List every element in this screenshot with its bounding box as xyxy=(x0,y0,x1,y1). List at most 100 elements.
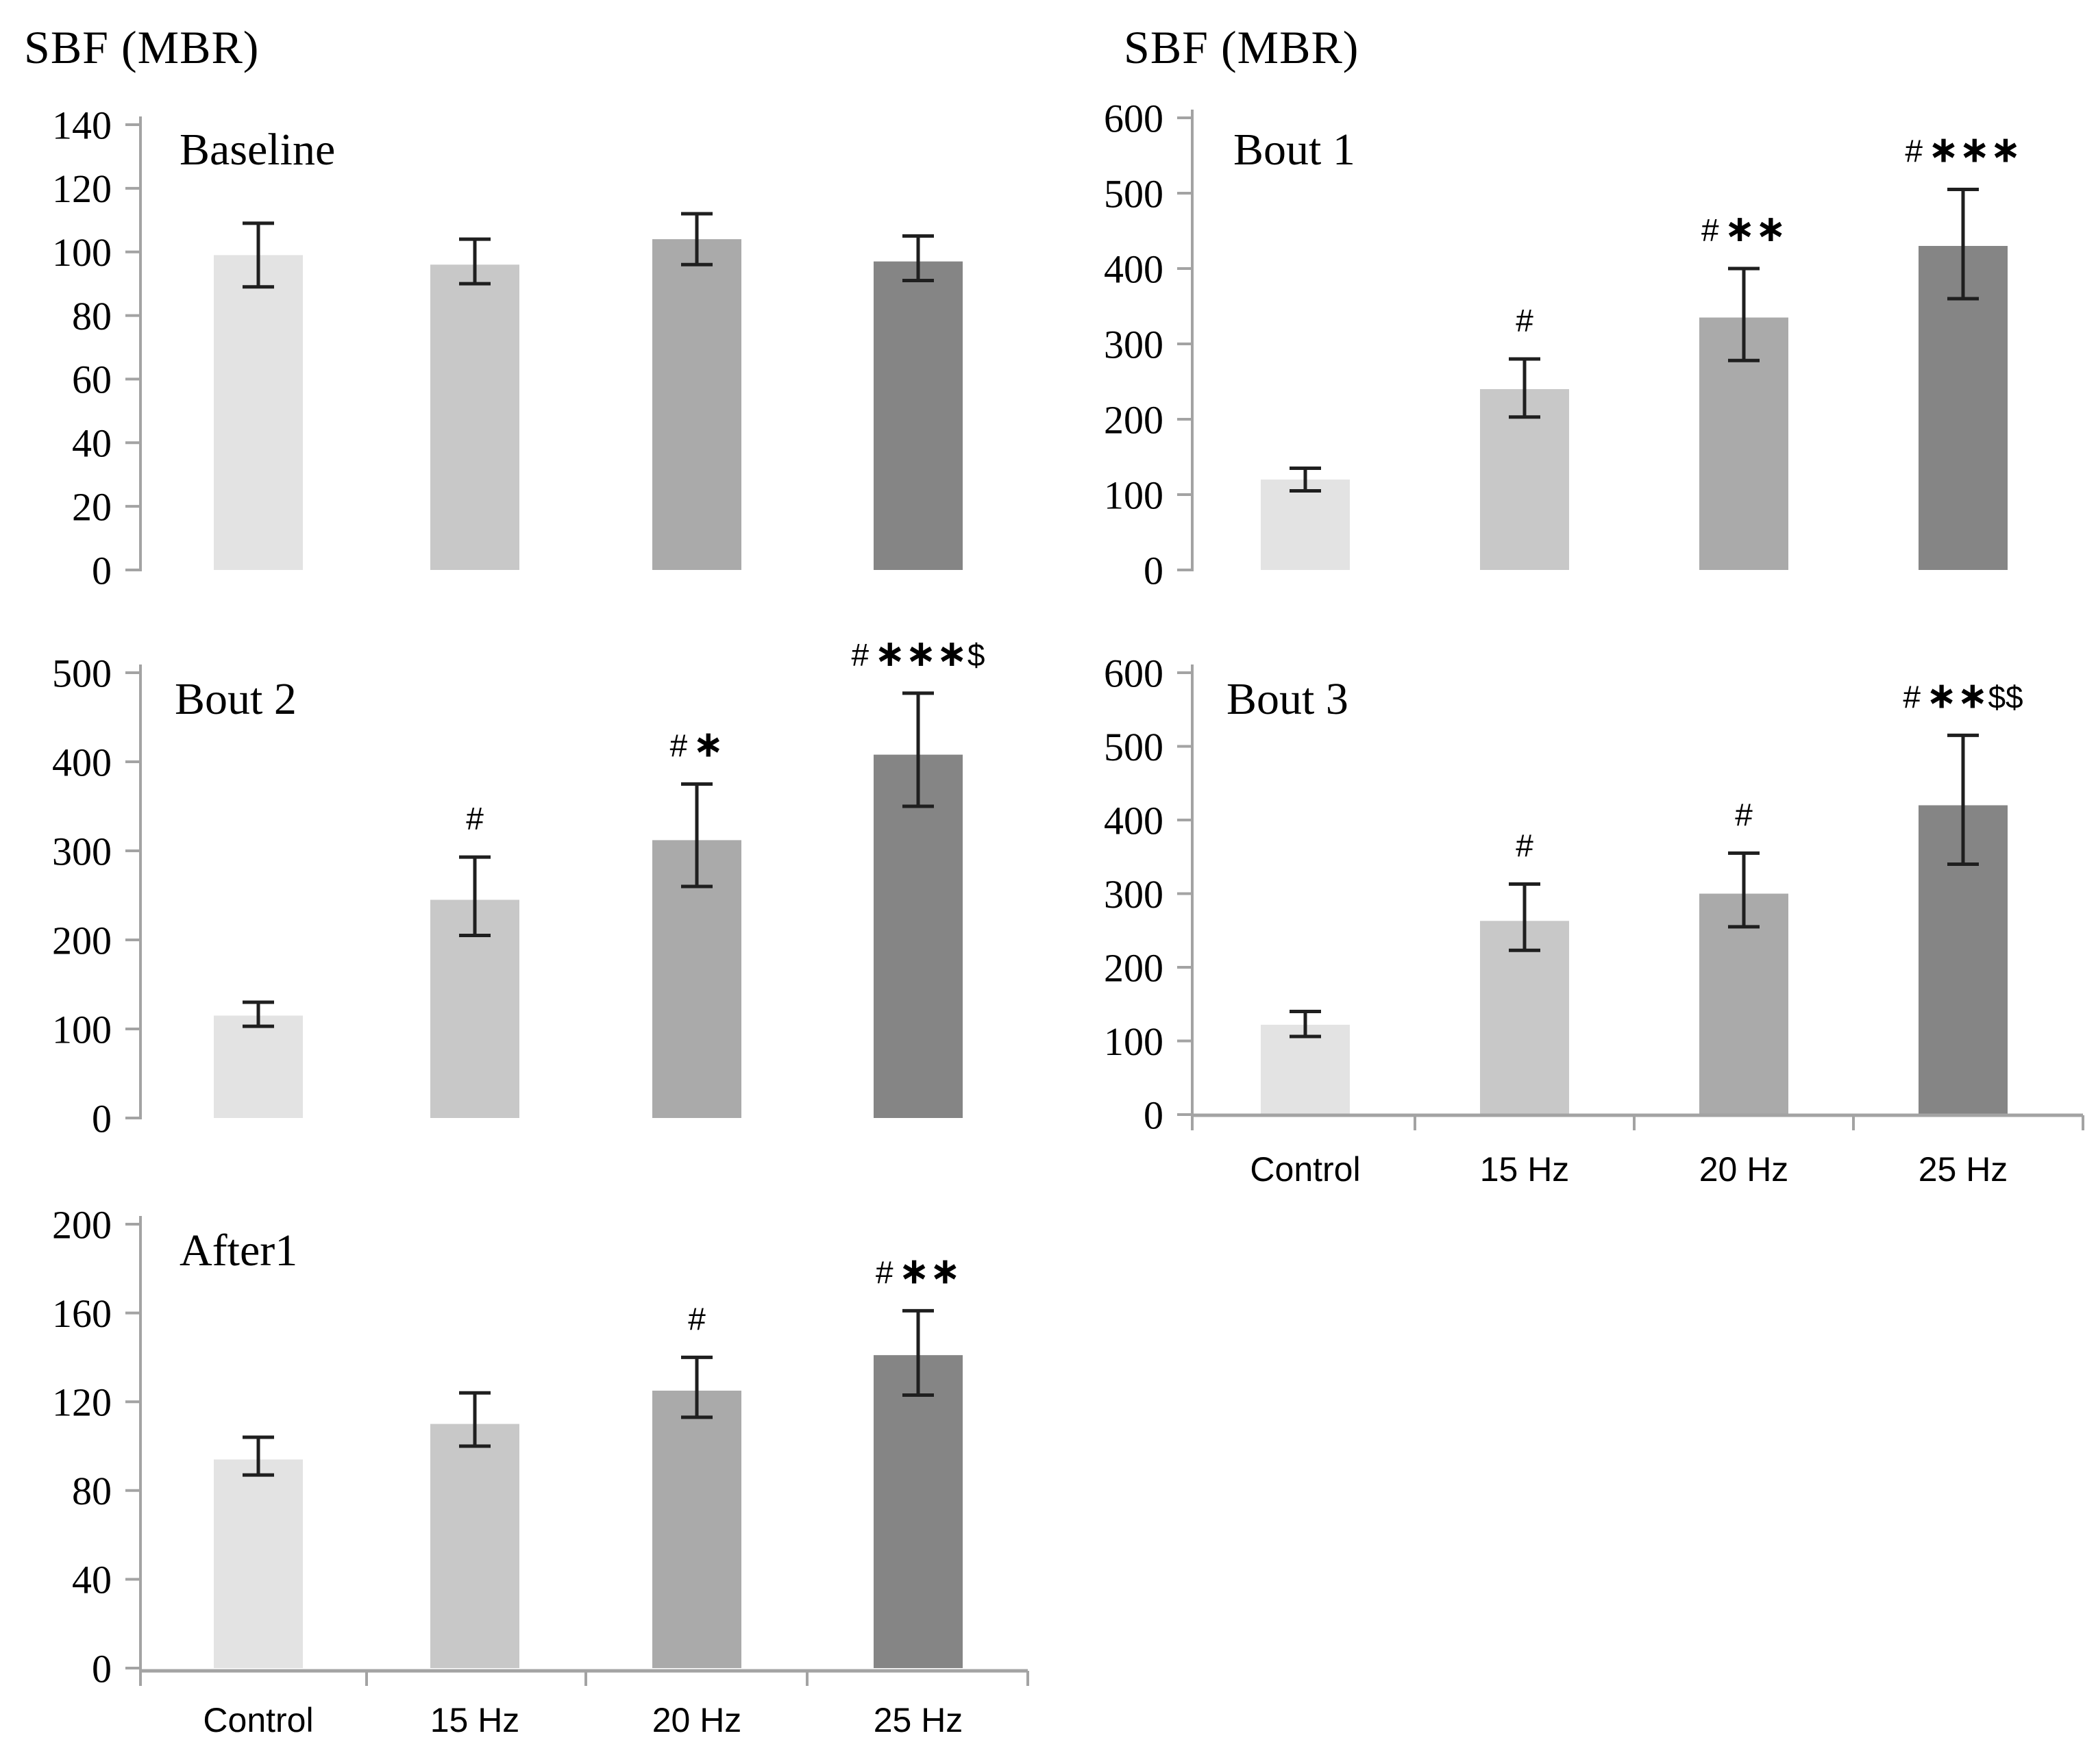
x-category-label: 20 Hz xyxy=(652,1701,742,1739)
y-tick-label: 160 xyxy=(52,1291,112,1336)
panel-title: After1 xyxy=(180,1226,297,1276)
significance-annotation: # ∗∗∗$ xyxy=(852,632,985,675)
error-bar xyxy=(459,237,491,286)
y-tick-label: 300 xyxy=(1104,322,1163,367)
y-axis-unit-label-right: SBF (MBR) xyxy=(1124,21,1359,73)
bar-20hz xyxy=(1699,893,1788,1115)
y-tick-label: 200 xyxy=(1104,945,1163,990)
y-tick-label: 0 xyxy=(92,1646,112,1691)
error-bar xyxy=(1728,851,1760,929)
y-tick-label: 100 xyxy=(1104,1019,1163,1064)
y-tick-label: 140 xyxy=(52,103,112,147)
y-tick-label: 100 xyxy=(52,230,112,275)
y-tick-label: 200 xyxy=(52,918,112,962)
error-bar xyxy=(902,234,934,282)
error-bar xyxy=(681,1355,713,1419)
y-tick-label: 300 xyxy=(1104,872,1163,917)
significance-annotation: # xyxy=(1735,797,1753,832)
error-bar xyxy=(681,782,713,889)
bar-control xyxy=(214,1459,303,1668)
bar-control xyxy=(214,1015,303,1118)
y-tick-label: 40 xyxy=(72,421,112,466)
y-tick-label: 40 xyxy=(72,1558,112,1602)
y-tick-label: 300 xyxy=(52,829,112,873)
y-tick-label: 200 xyxy=(1104,397,1163,442)
bar-control xyxy=(1261,480,1350,570)
significance-annotation: # ∗∗ xyxy=(876,1249,961,1292)
bar-15hz xyxy=(1480,921,1569,1115)
panel-title: Bout 2 xyxy=(175,674,297,724)
significance-annotation: # ∗∗ xyxy=(1701,207,1786,250)
bar-25hz xyxy=(874,1355,963,1668)
bar-25hz xyxy=(874,261,963,570)
x-category-label: 25 Hz xyxy=(1919,1150,2008,1189)
error-bar xyxy=(1290,467,1321,493)
error-bar xyxy=(902,691,934,808)
error-bar xyxy=(1947,188,1979,301)
y-tick-label: 120 xyxy=(52,1380,112,1425)
y-tick-label: 80 xyxy=(72,294,112,338)
error-bar xyxy=(681,212,713,266)
bar-control xyxy=(1261,1024,1350,1115)
y-tick-label: 80 xyxy=(72,1469,112,1513)
significance-annotation: # xyxy=(466,801,484,836)
x-category-label: Control xyxy=(203,1701,313,1739)
error-bar xyxy=(1509,357,1540,419)
y-tick-label: 400 xyxy=(1104,798,1163,843)
bar-15hz xyxy=(430,1424,519,1668)
y-tick-label: 100 xyxy=(52,1007,112,1052)
x-category-label: 20 Hz xyxy=(1699,1150,1789,1189)
x-category-label: 25 Hz xyxy=(874,1701,963,1739)
significance-annotation: # xyxy=(1516,828,1533,864)
bar-20hz xyxy=(652,239,741,570)
y-tick-label: 500 xyxy=(52,651,112,695)
y-tick-label: 100 xyxy=(1104,473,1163,517)
chart-baseline: 0 20 40 60 80 100 120 140 Baseline xyxy=(52,103,963,593)
bar-15hz xyxy=(1480,389,1569,570)
y-tick-label: 500 xyxy=(1104,725,1163,769)
error-bar xyxy=(243,221,274,289)
y-tick-label: 600 xyxy=(1104,651,1163,695)
significance-annotation: # ∗∗$$ xyxy=(1903,673,2023,717)
chart-bout-1: 0 100 200 300 400 500 600 Bout 1 # # ∗∗ # ∗∗∗ xyxy=(1104,96,2021,593)
y-tick-label: 0 xyxy=(92,548,112,593)
bar-20hz xyxy=(652,1391,741,1668)
y-tick-label: 400 xyxy=(52,740,112,784)
chart-bout-2: 0 100 200 300 400 500 Bout 2 # # ∗ # ∗∗∗$ xyxy=(52,632,985,1141)
error-bar xyxy=(1290,1010,1321,1039)
y-tick-label: 400 xyxy=(1104,247,1163,291)
y-tick-label: 0 xyxy=(1144,1093,1163,1137)
x-category-label: Control xyxy=(1250,1150,1360,1189)
y-tick-label: 60 xyxy=(72,358,112,402)
x-category-label: 15 Hz xyxy=(1480,1150,1570,1189)
error-bar xyxy=(243,1000,274,1028)
error-bar xyxy=(459,855,491,937)
chart-after1: 0 40 80 120 160 200 After1 # # ∗∗ Control 15 Hz 20 H… xyxy=(52,1202,1029,1739)
bar-25hz xyxy=(874,754,963,1118)
y-axis-unit-label-left: SBF (MBR) xyxy=(24,21,260,73)
error-bar xyxy=(243,1435,274,1477)
significance-annotation: # xyxy=(688,1301,706,1337)
significance-annotation: # ∗∗∗ xyxy=(1905,128,2021,171)
significance-annotation: # ∗ xyxy=(670,723,724,766)
y-tick-label: 120 xyxy=(52,166,112,211)
panel-title: Bout 3 xyxy=(1226,674,1348,724)
chart-bout-3: 0 100 200 300 400 500 600 Bout 3 # # # ∗∗$$ Control 1… xyxy=(1104,651,2084,1189)
y-tick-label: 20 xyxy=(72,484,112,529)
error-bar xyxy=(459,1391,491,1448)
error-bar xyxy=(1947,733,1979,866)
error-bar xyxy=(1728,266,1760,362)
panel-title: Bout 1 xyxy=(1233,125,1355,175)
y-tick-label: 200 xyxy=(52,1202,112,1247)
bar-15hz xyxy=(430,264,519,570)
y-tick-label: 500 xyxy=(1104,171,1163,216)
error-bar xyxy=(1509,882,1540,952)
y-tick-label: 0 xyxy=(1144,548,1163,593)
error-bar xyxy=(902,1308,934,1397)
panel-title: Baseline xyxy=(180,125,335,175)
y-tick-label: 0 xyxy=(92,1096,112,1141)
y-tick-label: 600 xyxy=(1104,96,1163,140)
significance-annotation: # xyxy=(1516,303,1533,338)
